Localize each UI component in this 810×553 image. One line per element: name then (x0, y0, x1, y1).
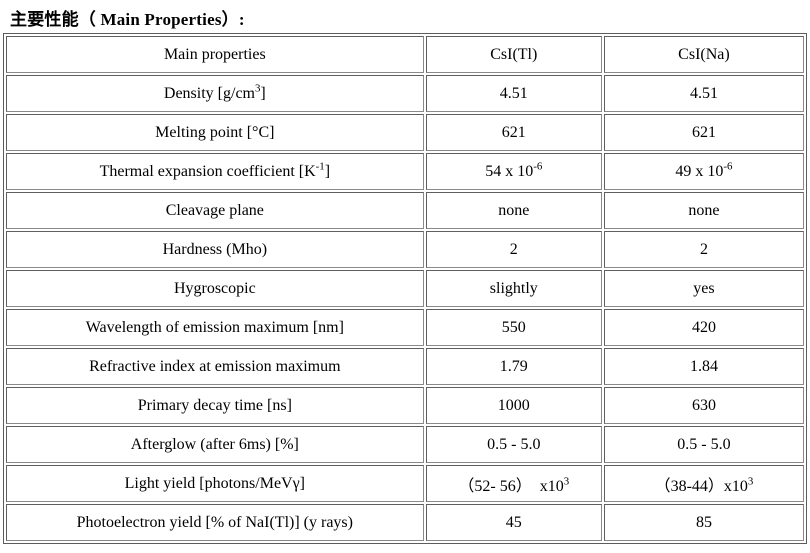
property-cell: Photoelectron yield [% of NaI(Tl)] (y ra… (6, 504, 424, 541)
table-row: Photoelectron yield [% of NaI(Tl)] (y ra… (6, 504, 804, 541)
property-cell: Wavelength of emission maximum [nm] (6, 309, 424, 346)
table-row: Thermal expansion coefficient [K-1] 54 x … (6, 153, 804, 190)
table-row: Density [g/cm3] 4.51 4.51 (6, 75, 804, 112)
csi-na-value-cell: 4.51 (603, 75, 804, 112)
property-cell: Cleavage plane (6, 192, 424, 229)
main-properties-table: Main properties CsI(Tl) CsI(Na) Density … (3, 33, 807, 544)
property-cell: Melting point [°C] (6, 114, 424, 151)
csi-na-value-cell: （38-44）x103 (603, 465, 804, 502)
property-cell: Light yield [photons/MeVγ] (6, 465, 424, 502)
csi-tl-value-cell: 0.5 - 5.0 (425, 426, 602, 463)
csi-na-value-cell: 49 x 10-6 (603, 153, 804, 190)
table-row: Hygroscopic slightly yes (6, 270, 804, 307)
page-title: 主要性能（ Main Properties）: (10, 10, 245, 29)
table-row: Melting point [°C] 621 621 (6, 114, 804, 151)
csi-tl-value-cell: none (425, 192, 602, 229)
csi-tl-value-cell: 550 (425, 309, 602, 346)
table-row: Refractive index at emission maximum 1.79… (6, 348, 804, 385)
csi-tl-value-cell: 45 (425, 504, 602, 541)
table-row: Afterglow (after 6ms) [%] 0.5 - 5.0 0.5 - … (6, 426, 804, 463)
csi-tl-value-cell: 2 (425, 231, 602, 268)
csi-na-value-cell: 420 (603, 309, 804, 346)
table-row: Cleavage plane none none (6, 192, 804, 229)
csi-na-value-cell: 2 (603, 231, 804, 268)
property-cell: Primary decay time [ns] (6, 387, 424, 424)
col-header-csi-na: CsI(Na) (603, 36, 804, 73)
col-header-csi-tl: CsI(Tl) (425, 36, 602, 73)
property-cell: Afterglow (after 6ms) [%] (6, 426, 424, 463)
table-row: Primary decay time [ns] 1000 630 (6, 387, 804, 424)
csi-tl-value-cell: 1000 (425, 387, 602, 424)
csi-na-value-cell: 1.84 (603, 348, 804, 385)
csi-tl-value-cell: 54 x 10-6 (425, 153, 602, 190)
csi-na-value-cell: 630 (603, 387, 804, 424)
property-cell: Thermal expansion coefficient [K-1] (6, 153, 424, 190)
col-header-main-properties: Main properties (6, 36, 424, 73)
property-cell: Hygroscopic (6, 270, 424, 307)
property-cell: Hardness (Mho) (6, 231, 424, 268)
csi-tl-value-cell: （52- 56） x103 (425, 465, 602, 502)
table-row: Light yield [photons/MeVγ] （52- 56） x103 （… (6, 465, 804, 502)
csi-tl-value-cell: 4.51 (425, 75, 602, 112)
csi-na-value-cell: 85 (603, 504, 804, 541)
csi-na-value-cell: 0.5 - 5.0 (603, 426, 804, 463)
header-row: Main properties CsI(Tl) CsI(Na) (6, 36, 804, 73)
property-cell: Refractive index at emission maximum (6, 348, 424, 385)
csi-na-value-cell: yes (603, 270, 804, 307)
csi-na-value-cell: none (603, 192, 804, 229)
csi-tl-value-cell: slightly (425, 270, 602, 307)
csi-na-value-cell: 621 (603, 114, 804, 151)
table-row: Wavelength of emission maximum [nm] 550 42… (6, 309, 804, 346)
csi-tl-value-cell: 1.79 (425, 348, 602, 385)
csi-tl-value-cell: 621 (425, 114, 602, 151)
property-cell: Density [g/cm3] (6, 75, 424, 112)
table-body: Density [g/cm3] 4.51 4.51 Melting point [°C… (6, 75, 804, 541)
table-row: Hardness (Mho) 2 2 (6, 231, 804, 268)
